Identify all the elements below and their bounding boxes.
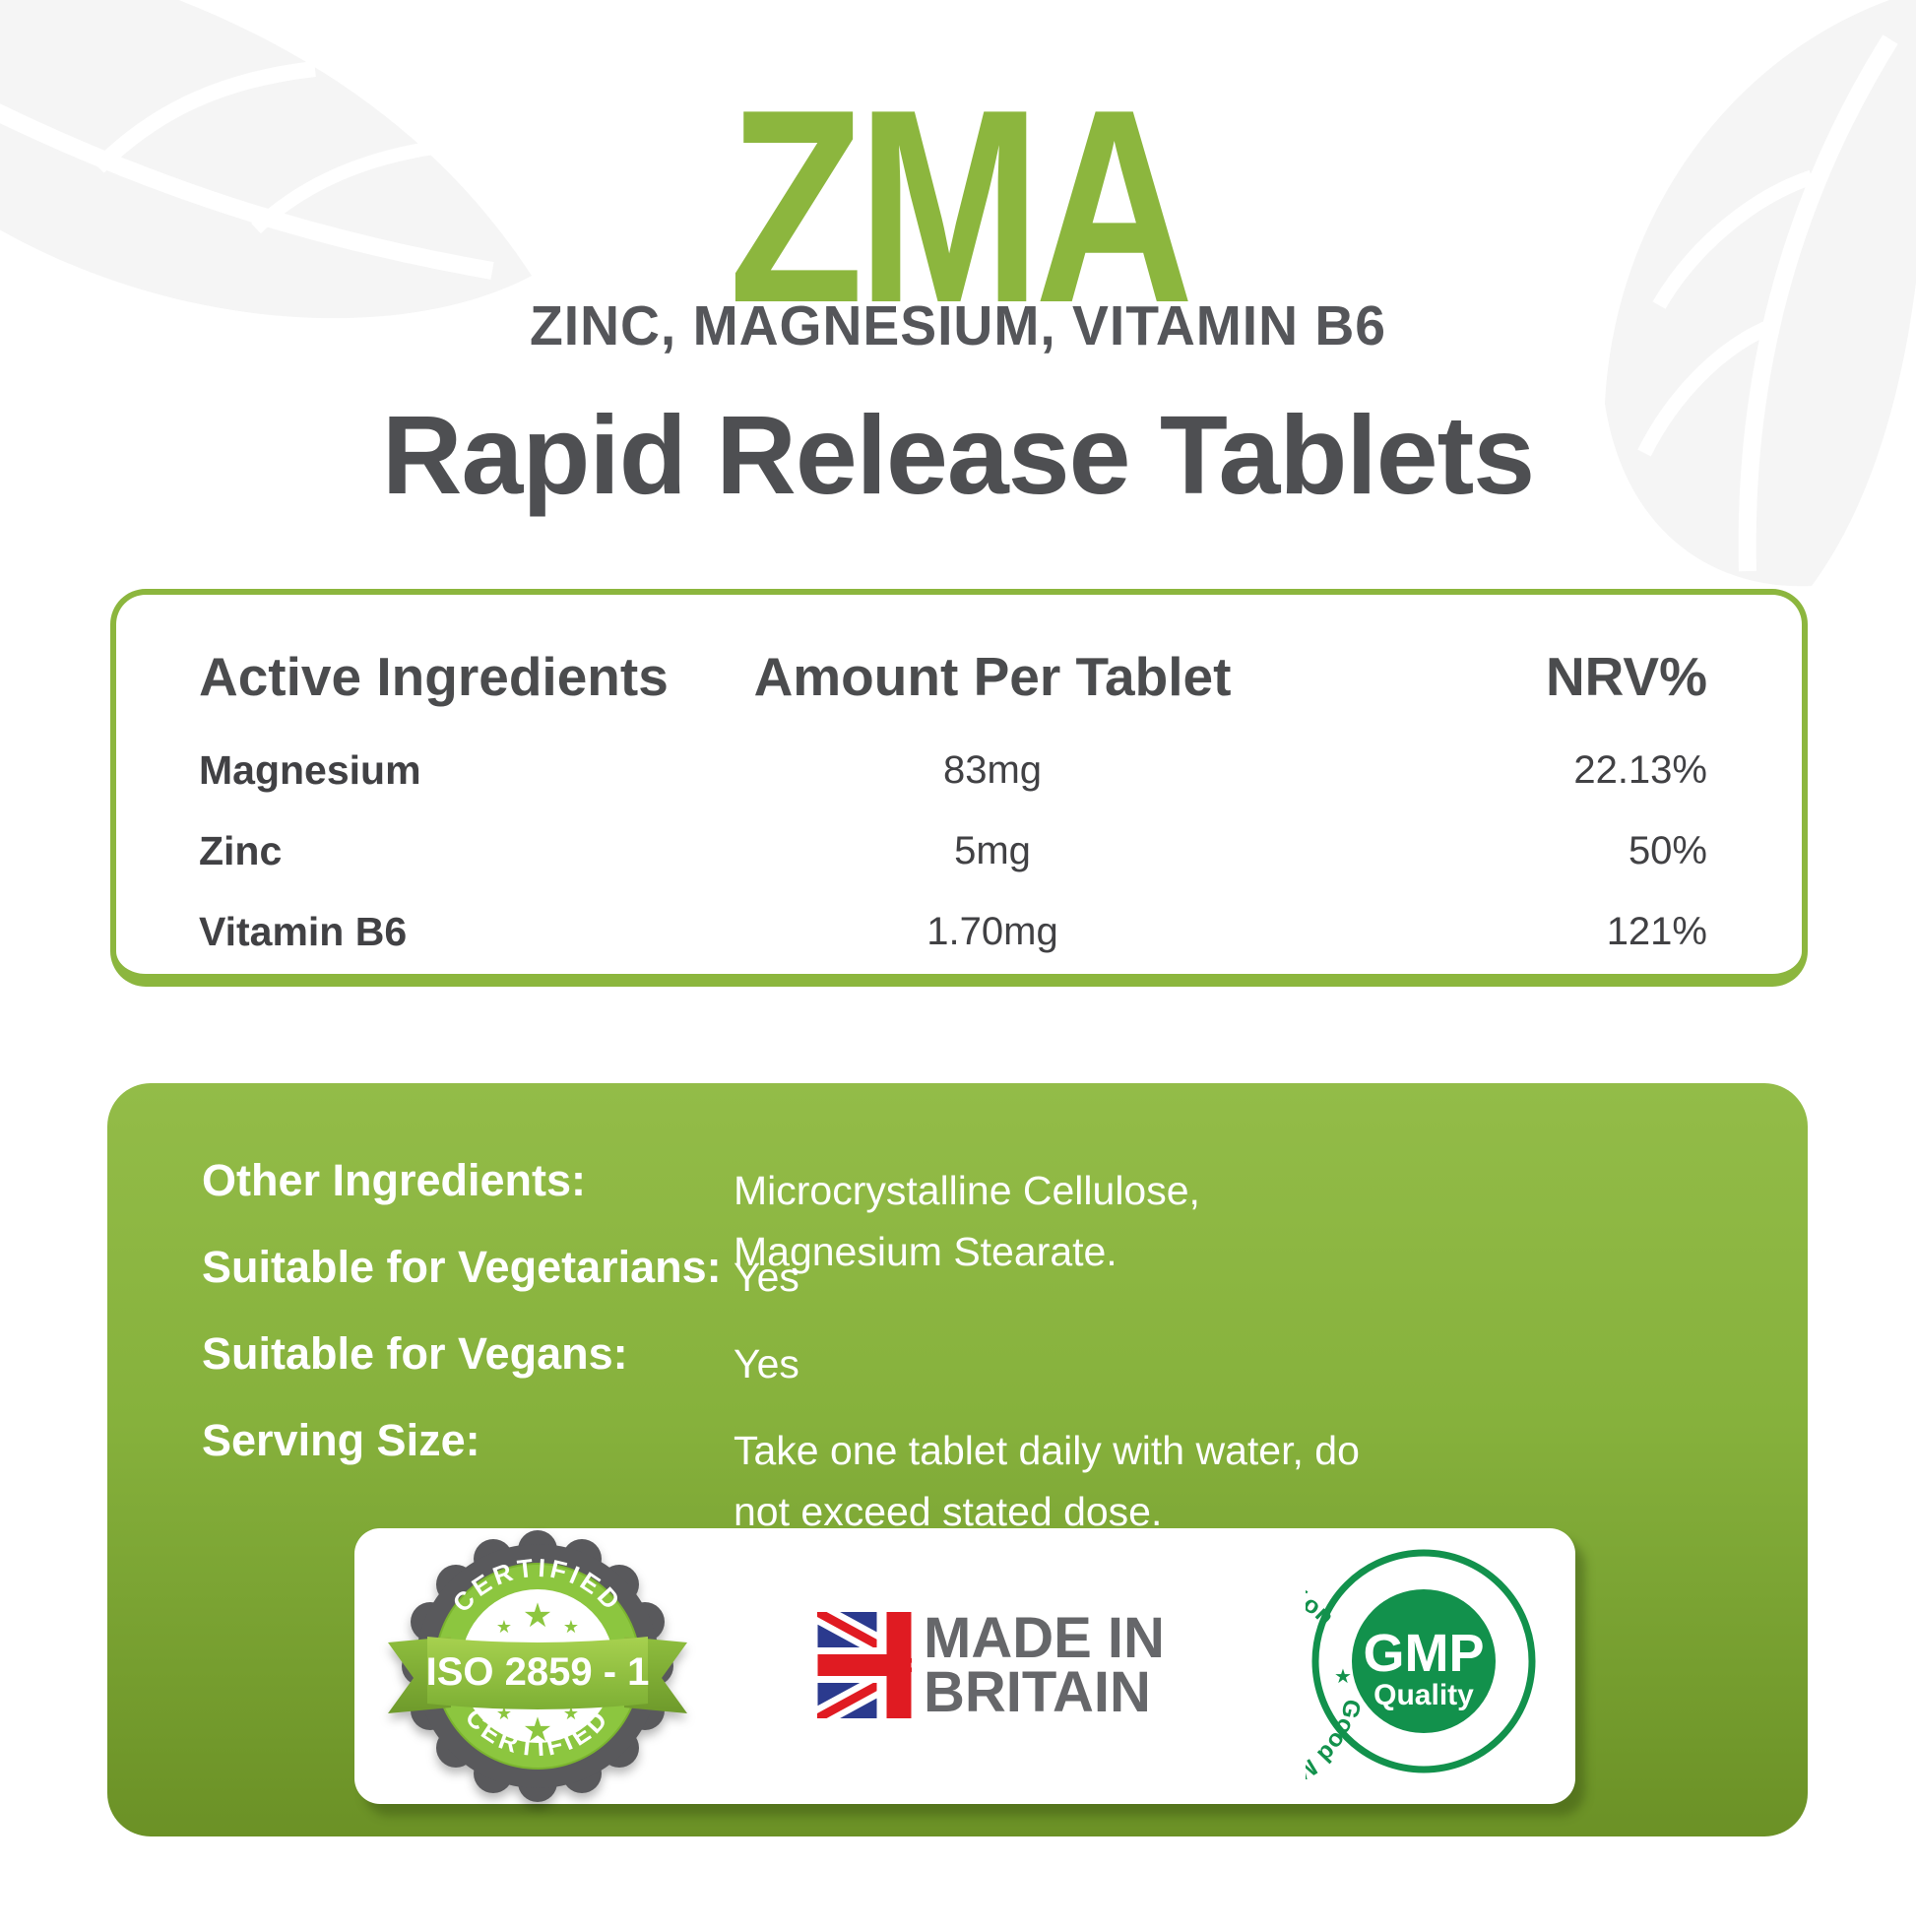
made-in-line: MADE IN [924, 1606, 1165, 1670]
header: ZMA [0, 69, 1916, 345]
detail-label: Suitable for Vegetarians: [202, 1242, 722, 1292]
svg-text:★: ★ [496, 1617, 512, 1637]
ingredient-amount: 83mg [942, 748, 1043, 792]
detail-value: Yes [734, 1255, 799, 1300]
svg-text:★: ★ [563, 1617, 579, 1637]
ingredient-nrv: 22.13% [1573, 748, 1707, 792]
ingredient-nrv: 50% [1628, 829, 1707, 872]
made-in-britain-text: MADE IN BRITAIN [924, 1606, 1165, 1725]
ingredient-name: Vitamin B6 [199, 909, 408, 954]
ingredient-amount: 1.70mg [926, 910, 1058, 953]
ingredient-name: Magnesium [199, 747, 421, 793]
svg-text:★: ★ [523, 1711, 552, 1749]
detail-label: Other Ingredients: [202, 1155, 587, 1205]
detail-value: Yes [734, 1341, 799, 1386]
brand-title: ZMA [728, 53, 1193, 360]
ingredients-table-card: Active Ingredients Amount Per Tablet NRV… [110, 589, 1808, 987]
gmp-quality-text: Quality [1373, 1679, 1474, 1711]
certifications-card: CERTIFIED CERTIFIED ★ ★ ★ ★ ★ ★ [354, 1528, 1575, 1804]
table-row: Zinc 5mg 50% [116, 831, 1802, 880]
detail-value: Take one tablet daily with water, do not… [734, 1428, 1360, 1534]
header-nrv: NRV% [1545, 646, 1707, 707]
details-panel: Other Ingredients: Microcrystalline Cell… [107, 1083, 1808, 1836]
ingredient-nrv: 121% [1606, 910, 1707, 953]
britain-line: BRITAIN [924, 1660, 1151, 1725]
header-active-ingredients: Active Ingredients [199, 646, 669, 707]
iso-ribbon [388, 1637, 687, 1713]
made-in-britain-logo: MADE IN BRITAIN [817, 1606, 1165, 1725]
svg-text:★: ★ [523, 1597, 552, 1635]
detail-value: Microcrystalline Cellulose, Magnesium St… [734, 1168, 1200, 1274]
table-row: Vitamin B6 1.70mg 121% [116, 912, 1802, 961]
brand-subtitle: ZINC, MAGNESIUM, VITAMIN B6 [530, 294, 1386, 357]
gmp-center-text: GMP [1363, 1624, 1484, 1683]
iso-certified-badge-icon: CERTIFIED CERTIFIED ★ ★ ★ ★ ★ ★ [388, 1530, 687, 1802]
header-amount-per-tablet: Amount Per Tablet [753, 646, 1232, 707]
table-row: Magnesium 83mg 22.13% [116, 750, 1802, 800]
product-title: Rapid Release Tablets [381, 393, 1535, 517]
detail-label: Suitable for Vegans: [202, 1328, 628, 1379]
iso-ribbon-text: ISO 2859 - 1 [426, 1650, 650, 1694]
gmp-star-icon: ★ [1334, 1666, 1352, 1688]
detail-label: Serving Size: [202, 1415, 480, 1465]
ingredient-amount: 5mg [954, 829, 1031, 872]
ingredient-name: Zinc [199, 828, 283, 873]
union-jack-flag-icon [817, 1612, 912, 1719]
gmp-quality-badge-icon: Good Manufacturing Practice Certificatio… [1306, 1549, 1536, 1779]
table-header-row: Active Ingredients Amount Per Tablet NRV… [116, 650, 1802, 709]
